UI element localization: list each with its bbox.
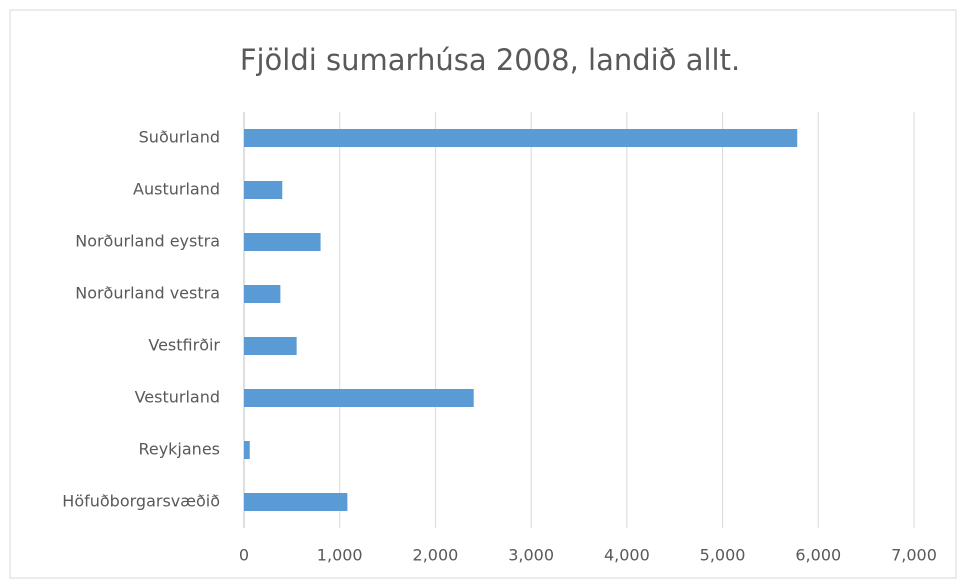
bar [244,181,283,199]
bar [244,129,798,147]
bar [244,233,321,251]
bar [244,493,348,511]
bar [244,389,474,407]
chart-frame [9,9,957,579]
x-tick-label: 5,000 [700,546,746,565]
y-tick-label: Höfuðborgarsvæðið [62,492,220,511]
y-tick-label: Norðurland eystra [75,232,220,251]
bar [244,285,281,303]
y-tick-label: Austurland [133,180,220,199]
x-tick-label: 3,000 [508,546,554,565]
x-tick-label: 6,000 [795,546,841,565]
x-tick-label: 0 [239,546,249,565]
x-tick-label: 1,000 [317,546,363,565]
x-tick-label: 2,000 [413,546,459,565]
y-tick-label: Reykjanes [138,440,220,459]
x-tick-label: 7,000 [891,546,937,565]
chart-title: Fjöldi sumarhúsa 2008, landið allt. [240,43,740,77]
y-tick-label: Vesturland [135,388,220,407]
bar [244,337,297,355]
y-tick-label: Vestfirðir [148,336,220,355]
y-tick-label: Suðurland [139,128,220,147]
bar [244,441,250,459]
y-tick-label: Norðurland vestra [75,284,220,303]
x-tick-label: 4,000 [604,546,650,565]
